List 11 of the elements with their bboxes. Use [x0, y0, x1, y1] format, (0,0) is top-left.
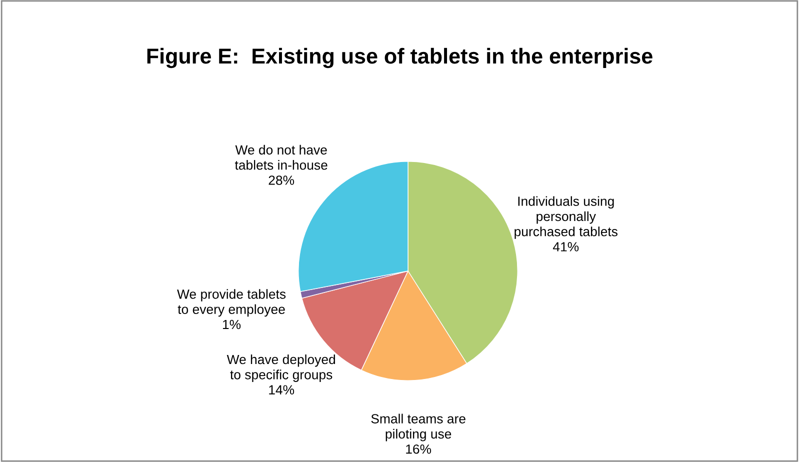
- data-label: 16%: [406, 444, 432, 454]
- data-label: 41%: [552, 242, 579, 252]
- slice-label: We have deployed to specific groups: [226, 354, 336, 382]
- slice-label: We do not have tablets in-house: [234, 144, 328, 170]
- slice-label: Individuals using personally purchased tablets: [514, 196, 618, 239]
- data-label: 1%: [222, 320, 241, 330]
- slice-label: Small teams are piloting use: [371, 414, 466, 442]
- data-label: 14%: [269, 385, 294, 394]
- chart-title: Figure E: Existing use of tablets in the enterprise: [147, 48, 652, 68]
- slice-label: We provide tablets to every employee: [177, 289, 286, 317]
- data-label: 28%: [268, 176, 294, 185]
